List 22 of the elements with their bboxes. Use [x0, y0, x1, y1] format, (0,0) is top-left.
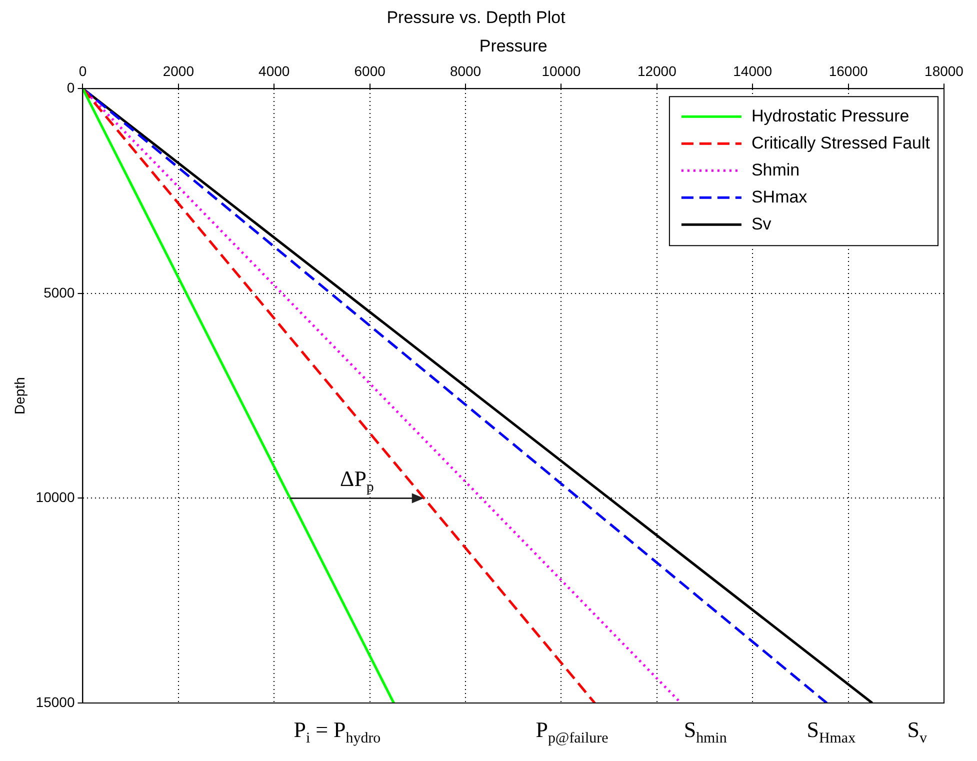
y-tick-label: 15000 — [36, 694, 75, 710]
y-tick-label: 10000 — [36, 489, 75, 506]
y-axis-title: Depth — [11, 377, 28, 414]
legend-label: Critically Stressed Fault — [751, 133, 930, 152]
x-tick-label: 12000 — [637, 63, 677, 80]
x-tick-label: 4000 — [258, 63, 290, 80]
legend-label: Shmin — [751, 160, 800, 180]
legend-label: Hydrostatic Pressure — [751, 106, 910, 126]
x-tick-label: 8000 — [450, 63, 482, 80]
x-tick-label: 10000 — [542, 63, 581, 80]
legend-label: Sv — [751, 214, 772, 234]
legend-label: SHmax — [751, 187, 808, 206]
x-tick-label: 0 — [78, 63, 87, 80]
x-tick-label: 16000 — [828, 63, 868, 80]
y-tick-label: 5000 — [44, 284, 75, 300]
x-axis-title: Pressure — [479, 36, 548, 56]
x-tick-label: 6000 — [354, 63, 386, 80]
y-tick-label: 0 — [66, 79, 75, 96]
x-tick-label: 2000 — [162, 63, 194, 80]
chart-title: Pressure vs. Depth Plot — [386, 8, 566, 27]
x-tick-label: 18000 — [924, 63, 964, 80]
x-tick-label: 14000 — [733, 63, 772, 80]
